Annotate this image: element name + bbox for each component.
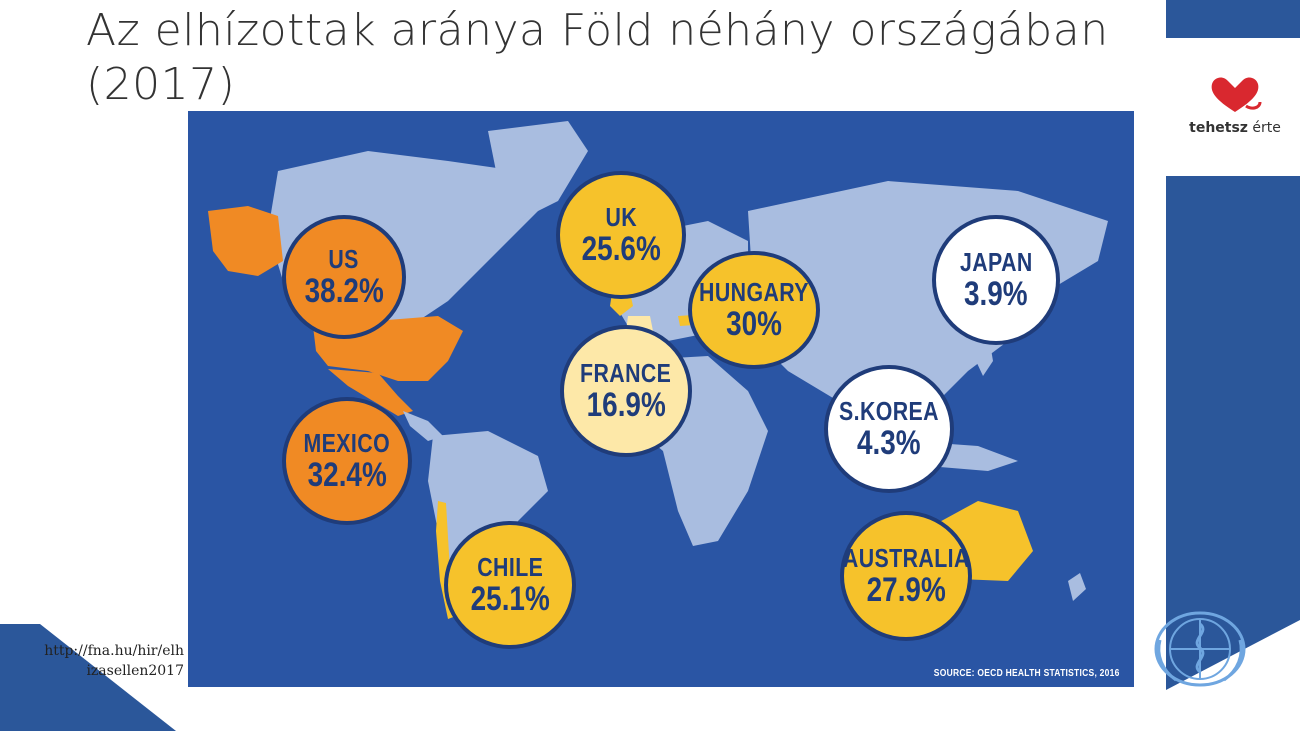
heart-icon [1211, 77, 1262, 112]
logo-text: tehetsz érte [1176, 120, 1294, 136]
country-bubble-mexico: MEXICO 32.4% [282, 397, 412, 525]
country-value: 25.1% [470, 580, 550, 618]
country-value: 32.4% [307, 456, 387, 494]
country-name: UK [605, 202, 637, 232]
country-value: 38.2% [304, 272, 384, 310]
country-value: 3.9% [964, 275, 1028, 313]
country-bubble-hungary: HUNGARY 30% [688, 251, 820, 369]
country-value: 30% [726, 305, 782, 343]
land-mexico [328, 369, 413, 416]
country-value: 4.3% [857, 424, 921, 462]
country-bubble-us: US 38.2% [282, 215, 406, 339]
country-value: 27.9% [866, 571, 946, 609]
country-name: MEXICO [303, 428, 391, 458]
country-bubble-chile: CHILE 25.1% [444, 521, 576, 649]
logo-brand-light: érte [1247, 120, 1281, 136]
country-bubble-australia: AUSTRALIA 27.9% [840, 511, 972, 641]
source-url[interactable]: http://fna.hu/hir/elhizasellen2017 [44, 643, 184, 679]
world-obesity-map: US 38.2% MEXICO 32.4% UK 25.6% HUNGARY 3… [188, 111, 1134, 687]
country-bubble-japan: JAPAN 3.9% [932, 215, 1060, 345]
country-value: 16.9% [586, 386, 666, 424]
country-name: HUNGARY [699, 277, 809, 307]
country-bubble-south-korea: S.KOREA 4.3% [824, 365, 954, 493]
country-bubble-uk: UK 25.6% [556, 171, 686, 299]
top-right-accent-bar [1166, 0, 1300, 38]
who-emblem-icon [1154, 611, 1246, 687]
map-source-note: SOURCE: OECD HEALTH STATISTICS, 2016 [934, 668, 1120, 679]
country-name: AUSTRALIA [842, 543, 970, 573]
country-value: 25.6% [581, 230, 661, 268]
country-name: JAPAN [959, 247, 1033, 277]
country-name: FRANCE [580, 358, 672, 388]
land-new-zealand [1068, 573, 1086, 601]
country-name: US [328, 244, 360, 274]
land-central-america [403, 411, 443, 441]
tehetsz-erte-logo: tehetsz érte [1176, 72, 1294, 142]
land-alaska [208, 206, 283, 276]
country-name: S.KOREA [838, 396, 940, 426]
country-bubble-france: FRANCE 16.9% [560, 325, 692, 457]
land-greenland [488, 121, 588, 221]
country-name: CHILE [476, 552, 544, 582]
logo-brand-bold: tehetsz [1189, 120, 1248, 136]
slide-title: Az elhízottak aránya Föld néhány országá… [86, 5, 1109, 110]
